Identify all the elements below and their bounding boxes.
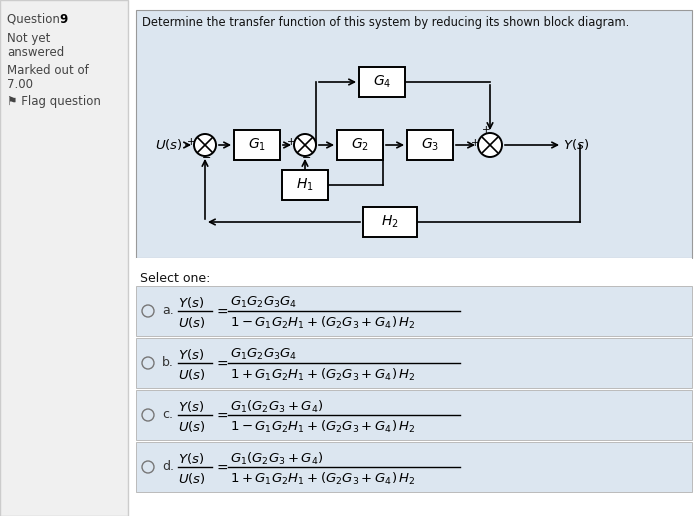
Text: $G_1$: $G_1$ [248, 137, 266, 153]
Text: Marked out of: Marked out of [7, 64, 89, 77]
Text: Not yet: Not yet [7, 32, 50, 45]
Text: $=$: $=$ [214, 460, 229, 474]
Text: +: + [187, 137, 195, 147]
Text: Determine the transfer function of this system by reducing its shown block diagr: Determine the transfer function of this … [142, 16, 629, 29]
Text: −: − [302, 153, 312, 163]
Bar [0, 0, 128, 516]
Text: $1 + G_1 G_2 H_1 + (G_2 G_3 + G_4)\,H_2$: $1 + G_1 G_2 H_1 + (G_2 G_3 + G_4)\,H_2$ [230, 471, 415, 487]
Text: 9: 9 [59, 13, 67, 26]
Circle shape [478, 133, 502, 157]
Text: $U(s)$: $U(s)$ [155, 137, 183, 153]
Text: $Y(s)$: $Y(s)$ [563, 137, 589, 153]
Bar [407, 130, 453, 160]
Text: Question: Question [7, 13, 64, 26]
Circle shape [194, 134, 216, 156]
Text: $=$: $=$ [214, 356, 229, 370]
Text: +: + [470, 138, 480, 148]
Text: $=$: $=$ [214, 304, 229, 318]
Text: $H_2$: $H_2$ [382, 214, 399, 230]
Text: −: − [202, 153, 211, 163]
Text: $G_4$: $G_4$ [373, 74, 391, 90]
Text: $1 - G_1 G_2 H_1 + (G_2 G_3 + G_4)\,H_2$: $1 - G_1 G_2 H_1 + (G_2 G_3 + G_4)\,H_2$ [230, 315, 415, 331]
Text: Select one:: Select one: [140, 272, 211, 285]
Text: $G_2$: $G_2$ [351, 137, 369, 153]
Text: $G_1 G_2 G_3 G_4$: $G_1 G_2 G_3 G_4$ [230, 295, 298, 310]
Text: $Y(s)$: $Y(s)$ [178, 399, 204, 414]
Bar [359, 67, 405, 97]
Text: $U(s)$: $U(s)$ [178, 315, 206, 330]
Text: $G_1 (G_2 G_3 + G_4)$: $G_1 (G_2 G_3 + G_4)$ [230, 399, 323, 415]
Text: $Y(s)$: $Y(s)$ [178, 347, 204, 362]
Text: c.: c. [162, 409, 173, 422]
Bar [136, 442, 692, 492]
Text: +: + [287, 137, 295, 147]
Bar [136, 286, 692, 336]
Text: $G_1 (G_2 G_3 + G_4)$: $G_1 (G_2 G_3 + G_4)$ [230, 451, 323, 467]
Text: +: + [482, 125, 490, 135]
Text: $G_1 G_2 G_3 G_4$: $G_1 G_2 G_3 G_4$ [230, 347, 298, 362]
Text: $1 - G_1 G_2 H_1 + (G_2 G_3 + G_4)\,H_2$: $1 - G_1 G_2 H_1 + (G_2 G_3 + G_4)\,H_2$ [230, 419, 415, 435]
Circle shape [294, 134, 316, 156]
Bar [136, 258, 692, 272]
Text: a.: a. [162, 304, 174, 317]
Bar [136, 390, 692, 440]
Text: ⚑ Flag question: ⚑ Flag question [7, 95, 101, 108]
Text: answered: answered [7, 46, 64, 59]
Bar [136, 10, 692, 258]
Text: $1 + G_1 G_2 H_1 + (G_2 G_3 + G_4)\,H_2$: $1 + G_1 G_2 H_1 + (G_2 G_3 + G_4)\,H_2$ [230, 367, 415, 383]
Text: 7.00: 7.00 [7, 78, 33, 91]
Text: $U(s)$: $U(s)$ [178, 419, 206, 434]
Text: $Y(s)$: $Y(s)$ [178, 451, 204, 466]
Bar [282, 170, 328, 200]
Bar [337, 130, 383, 160]
Text: $G_3$: $G_3$ [421, 137, 439, 153]
Bar [363, 207, 417, 237]
Text: $Y(s)$: $Y(s)$ [178, 295, 204, 310]
Text: b.: b. [162, 357, 174, 369]
Text: $U(s)$: $U(s)$ [178, 471, 206, 486]
Text: d.: d. [162, 460, 174, 474]
Bar [234, 130, 280, 160]
Text: $=$: $=$ [214, 408, 229, 422]
Text: $H_1$: $H_1$ [296, 177, 314, 193]
Text: $U(s)$: $U(s)$ [178, 367, 206, 382]
Bar [136, 338, 692, 388]
